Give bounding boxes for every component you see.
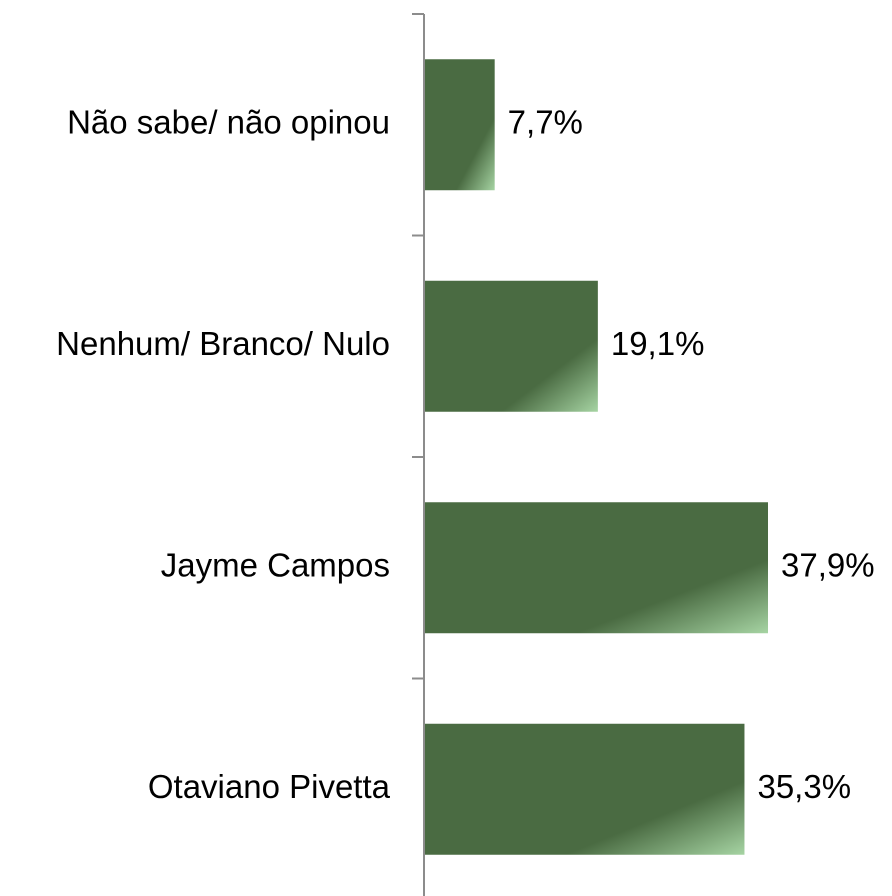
category-label: Jayme Campos: [161, 546, 390, 583]
category-label: Não sabe/ não opinou: [67, 103, 390, 140]
value-label: 7,7%: [508, 103, 583, 140]
bar: [425, 59, 495, 191]
category-label: Otaviano Pivetta: [148, 768, 391, 805]
bar: [425, 723, 745, 855]
value-label: 37,9%: [781, 546, 875, 583]
value-label: 35,3%: [757, 768, 851, 805]
value-label: 19,1%: [611, 325, 705, 362]
category-label: Nenhum/ Branco/ Nulo: [56, 325, 390, 362]
bar: [425, 502, 768, 634]
bar: [425, 280, 598, 412]
